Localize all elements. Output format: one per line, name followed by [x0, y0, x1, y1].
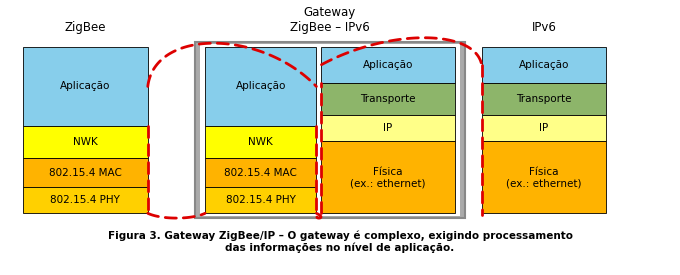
- Text: Transporte: Transporte: [360, 94, 415, 104]
- Text: 802.15.4 MAC: 802.15.4 MAC: [224, 167, 297, 178]
- Text: IPv6: IPv6: [532, 21, 556, 34]
- Text: Aplicação: Aplicação: [61, 81, 111, 92]
- FancyBboxPatch shape: [23, 126, 148, 158]
- Text: 802.15.4 PHY: 802.15.4 PHY: [226, 195, 296, 205]
- FancyBboxPatch shape: [23, 47, 148, 126]
- FancyBboxPatch shape: [205, 187, 316, 213]
- Text: Transporte: Transporte: [516, 94, 572, 104]
- FancyBboxPatch shape: [481, 115, 607, 141]
- Text: ZigBee: ZigBee: [65, 21, 106, 34]
- Text: Física
(ex.: ethernet): Física (ex.: ethernet): [507, 167, 582, 188]
- FancyBboxPatch shape: [23, 187, 148, 213]
- Text: NWK: NWK: [73, 137, 98, 147]
- Text: NWK: NWK: [248, 137, 273, 147]
- Text: Aplicação: Aplicação: [235, 81, 286, 92]
- Text: IP: IP: [539, 123, 549, 133]
- FancyBboxPatch shape: [322, 83, 455, 115]
- Text: 802.15.4 PHY: 802.15.4 PHY: [50, 195, 120, 205]
- Text: Aplicação: Aplicação: [519, 60, 569, 70]
- Text: Gateway
ZigBee – IPv6: Gateway ZigBee – IPv6: [290, 6, 370, 34]
- FancyBboxPatch shape: [481, 83, 607, 115]
- FancyBboxPatch shape: [200, 43, 460, 216]
- FancyBboxPatch shape: [322, 47, 455, 83]
- Text: Figura 3. Gateway ZigBee/IP – O gateway é complexo, exigindo processamento
das i: Figura 3. Gateway ZigBee/IP – O gateway …: [107, 230, 573, 253]
- FancyBboxPatch shape: [322, 141, 455, 213]
- FancyBboxPatch shape: [205, 126, 316, 158]
- FancyBboxPatch shape: [23, 158, 148, 187]
- Text: Física
(ex.: ethernet): Física (ex.: ethernet): [350, 167, 426, 188]
- FancyBboxPatch shape: [481, 47, 607, 83]
- FancyBboxPatch shape: [481, 141, 607, 213]
- Text: 802.15.4 MAC: 802.15.4 MAC: [49, 167, 122, 178]
- FancyBboxPatch shape: [322, 115, 455, 141]
- Text: IP: IP: [384, 123, 392, 133]
- Text: Aplicação: Aplicação: [363, 60, 413, 70]
- FancyBboxPatch shape: [205, 47, 316, 126]
- FancyBboxPatch shape: [205, 158, 316, 187]
- FancyBboxPatch shape: [195, 42, 464, 218]
